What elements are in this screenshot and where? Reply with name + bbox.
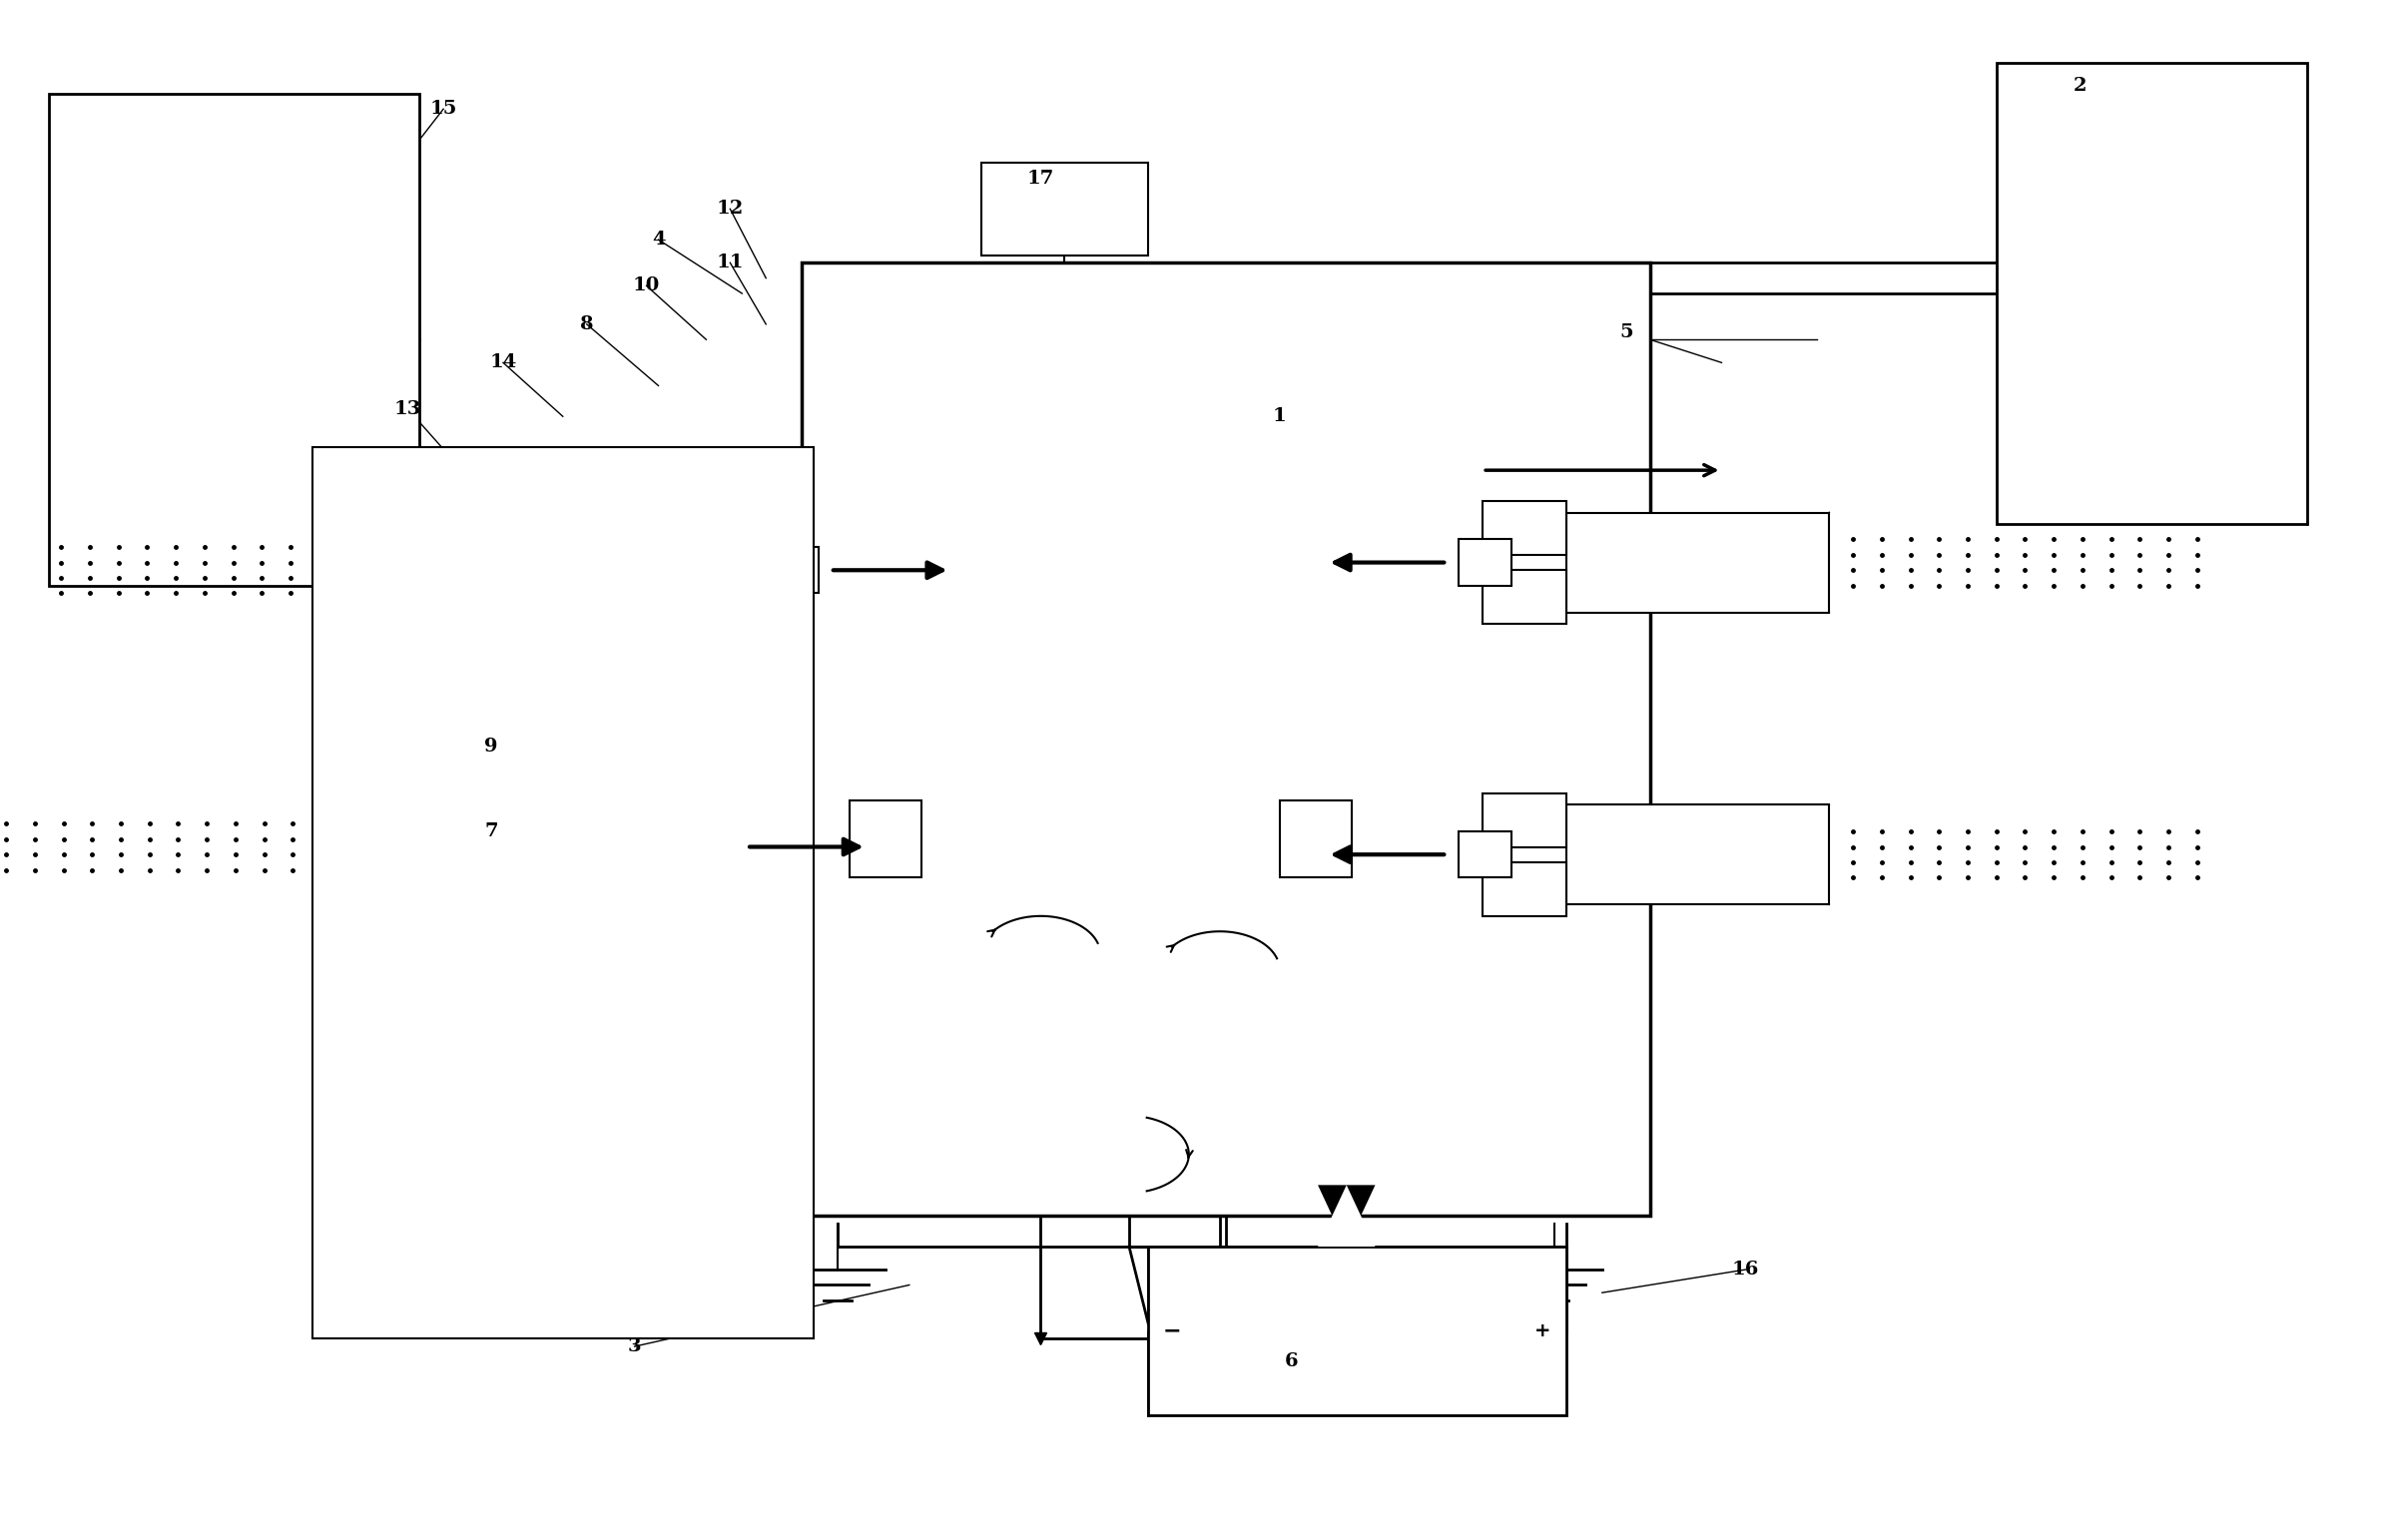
Text: 12: 12 bbox=[718, 200, 744, 217]
Bar bbox=[598, 785, 682, 839]
Polygon shape bbox=[1318, 1186, 1375, 1246]
Bar bbox=[849, 801, 921, 878]
Text: 7: 7 bbox=[486, 822, 498, 841]
Text: 6: 6 bbox=[1285, 1352, 1299, 1371]
Bar bbox=[598, 855, 682, 909]
Text: +: + bbox=[1533, 1321, 1550, 1340]
Polygon shape bbox=[1318, 1186, 1375, 1246]
Bar bbox=[419, 521, 682, 621]
Text: 2: 2 bbox=[2074, 77, 2086, 95]
Text: 9: 9 bbox=[486, 738, 498, 756]
Text: 3: 3 bbox=[627, 1337, 641, 1355]
Text: −: − bbox=[1163, 1321, 1182, 1341]
Text: 13: 13 bbox=[395, 400, 421, 417]
Bar bbox=[682, 824, 734, 870]
Bar bbox=[682, 578, 765, 631]
Text: 14: 14 bbox=[490, 354, 517, 371]
Bar bbox=[1148, 1246, 1567, 1415]
Text: 17: 17 bbox=[1026, 169, 1055, 188]
Bar bbox=[1567, 804, 1830, 904]
Bar bbox=[1483, 570, 1567, 624]
Bar bbox=[765, 547, 818, 593]
Text: 5: 5 bbox=[1619, 323, 1634, 340]
Bar bbox=[1459, 539, 1512, 585]
Bar bbox=[1459, 832, 1512, 878]
Bar bbox=[1483, 862, 1567, 916]
Bar bbox=[1483, 501, 1567, 554]
Text: 15: 15 bbox=[431, 100, 457, 119]
Bar bbox=[1997, 63, 2306, 524]
Text: 1: 1 bbox=[1273, 408, 1287, 425]
Bar bbox=[682, 508, 765, 562]
Text: 11: 11 bbox=[715, 254, 744, 271]
Text: 16: 16 bbox=[1732, 1261, 1758, 1278]
Bar bbox=[801, 263, 1650, 1215]
Text: 8: 8 bbox=[579, 316, 593, 333]
Bar bbox=[335, 796, 598, 896]
Bar bbox=[1280, 801, 1351, 878]
Bar bbox=[50, 94, 419, 585]
Bar bbox=[1567, 513, 1830, 613]
Bar bbox=[311, 447, 813, 1338]
Bar bbox=[981, 163, 1148, 256]
Text: 10: 10 bbox=[634, 277, 660, 294]
Text: 4: 4 bbox=[651, 231, 665, 248]
Bar bbox=[1483, 793, 1567, 847]
